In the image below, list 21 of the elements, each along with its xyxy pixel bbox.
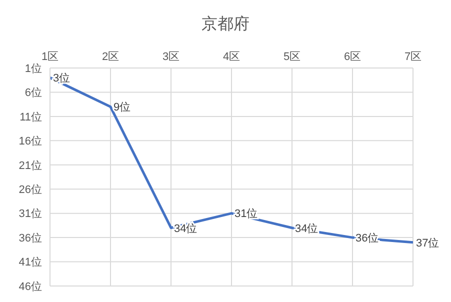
- x-tick-label: 7区: [404, 51, 422, 63]
- data-label: 37位: [416, 237, 440, 250]
- y-tick-label: 36位: [18, 232, 42, 244]
- x-tick-label: 4区: [222, 51, 240, 63]
- y-tick-label: 21位: [18, 160, 42, 172]
- y-tick-label: 41位: [18, 256, 42, 269]
- y-tick-label: 31位: [18, 208, 42, 220]
- x-tick-label: 2区: [102, 51, 120, 63]
- y-tick-label: 26位: [18, 184, 42, 196]
- y-tick-label: 16位: [18, 136, 42, 148]
- y-tick-label: 6位: [24, 87, 42, 100]
- x-tick-label: 3区: [162, 51, 180, 63]
- data-label: 34位: [174, 222, 198, 235]
- x-tick-label: 1区: [41, 51, 59, 63]
- chart-title: 京都府: [200, 14, 250, 35]
- x-tick-label: 5区: [283, 51, 301, 63]
- y-tick-label: 11位: [20, 111, 42, 124]
- data-label: 9位: [114, 102, 131, 114]
- x-tick-label: 6区: [344, 51, 362, 63]
- y-tick-label: 46位: [18, 280, 42, 293]
- y-tick-label: 1位: [24, 62, 42, 75]
